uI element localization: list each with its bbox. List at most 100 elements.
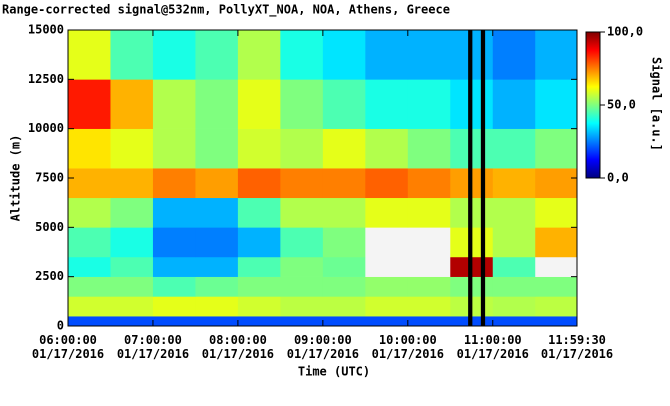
heatmap-cell [365, 227, 409, 258]
heatmap-cell [365, 168, 409, 199]
y-tick-label: 15000 [28, 23, 64, 37]
heatmap-cell [492, 227, 536, 258]
heatmap-cell [237, 256, 281, 277]
heatmap-cell [535, 256, 578, 277]
heatmap-cell [68, 256, 111, 277]
heatmap-cell [195, 79, 239, 129]
heatmap-cell [237, 296, 281, 317]
heatmap-cell [110, 227, 154, 258]
heatmap-cell [365, 197, 409, 228]
y-tick-label: 5000 [35, 220, 64, 234]
heatmap-cell [280, 128, 324, 169]
heatmap-cell [110, 30, 154, 80]
colorbar [585, 31, 601, 179]
colorbar-tick-label: 0,0 [607, 171, 629, 185]
heatmap-cell [535, 79, 578, 129]
heatmap-cell [68, 276, 111, 297]
heatmap-cell [492, 276, 536, 297]
y-tick-label: 10000 [28, 121, 64, 135]
heatmap-cell [237, 316, 281, 327]
heatmap-cell [237, 197, 281, 228]
heatmap-cell [535, 296, 578, 317]
heatmap-cell [237, 276, 281, 297]
heatmap-cell [152, 197, 196, 228]
heatmap-cell [152, 128, 196, 169]
heatmap-cell [152, 168, 196, 199]
heatmap-cell [365, 296, 409, 317]
heatmap-cell [152, 276, 196, 297]
heatmap-cell [68, 79, 111, 129]
heatmap-cell [110, 256, 154, 277]
colorbar-tick-label: 100,0 [607, 25, 643, 39]
x-tick-label: 09:00:00 01/17/2016 [287, 333, 359, 361]
heatmap-cell [110, 296, 154, 317]
heatmap-cell [407, 197, 451, 228]
heatmap-cell [492, 128, 536, 169]
heatmap-cell [152, 316, 196, 327]
y-tick-label: 2500 [35, 269, 64, 283]
heatmap-cell [280, 168, 324, 199]
heatmap-cell [152, 30, 196, 80]
y-tick-label: 0 [57, 319, 64, 333]
heatmap-cell [407, 227, 451, 258]
y-tick-label: 12500 [28, 72, 64, 86]
heatmap-cell [152, 227, 196, 258]
heatmap-cell [195, 276, 239, 297]
heatmap-cell [280, 30, 324, 80]
heatmap-cell [237, 227, 281, 258]
x-tick-label: 11:00:00 01/17/2016 [457, 333, 529, 361]
heatmap-cell [407, 128, 451, 169]
heatmap-cell [535, 197, 578, 228]
heatmap-cell [492, 256, 536, 277]
heatmap-cell [110, 128, 154, 169]
heatmap-cell [152, 79, 196, 129]
heatmap-cell [237, 168, 281, 199]
heatmap-cell [365, 276, 409, 297]
heatmap-cell [195, 197, 239, 228]
y-tick-label: 7500 [35, 171, 64, 185]
heatmap-cell [492, 296, 536, 317]
heatmap-cell [492, 168, 536, 199]
heatmap-cell [237, 128, 281, 169]
y-axis-label: Altitude (m) [9, 135, 23, 222]
heatmap-cell [322, 296, 366, 317]
heatmap-cell [68, 316, 111, 327]
chart-title: Range-corrected signal@532nm, PollyXT_NO… [2, 3, 450, 18]
x-tick-label: 07:00:00 01/17/2016 [117, 333, 189, 361]
x-axis-label: Time (UTC) [298, 365, 370, 379]
heatmap-cell [237, 30, 281, 80]
heatmap-cell [152, 296, 196, 317]
heatmap-cell [535, 168, 578, 199]
heatmap-cell [280, 227, 324, 258]
heatmap-cell [110, 197, 154, 228]
heatmap-cell [322, 79, 366, 129]
heatmap-cell [280, 276, 324, 297]
heatmap-cell [195, 316, 239, 327]
heatmap-cell [407, 30, 451, 80]
heatmap-cell [68, 30, 111, 80]
heatmap-cell [535, 128, 578, 169]
heatmap-cell [492, 30, 536, 80]
x-tick-label: 11:59:30 01/17/2016 [541, 333, 613, 361]
heatmap-cell [110, 168, 154, 199]
heatmap-cell [110, 276, 154, 297]
heatmap-cell [237, 79, 281, 129]
heatmap-cell [110, 79, 154, 129]
heatmap-cell [407, 276, 451, 297]
heatmap-cell [407, 168, 451, 199]
heatmap-cell [535, 276, 578, 297]
heatmap-cell [152, 256, 196, 277]
heatmap-cell [280, 316, 324, 327]
heatmap-cell [68, 197, 111, 228]
heatmap-cell [535, 30, 578, 80]
x-tick-label: 06:00:00 01/17/2016 [32, 333, 104, 361]
heatmap-cell [492, 316, 536, 327]
x-tick-label: 08:00:00 01/17/2016 [202, 333, 274, 361]
heatmap-cell [365, 30, 409, 80]
heatmap-cell [322, 276, 366, 297]
heatmap-cell [322, 227, 366, 258]
heatmap-cell [68, 168, 111, 199]
heatmap-cell [407, 79, 451, 129]
heatmap-cell [322, 30, 366, 80]
